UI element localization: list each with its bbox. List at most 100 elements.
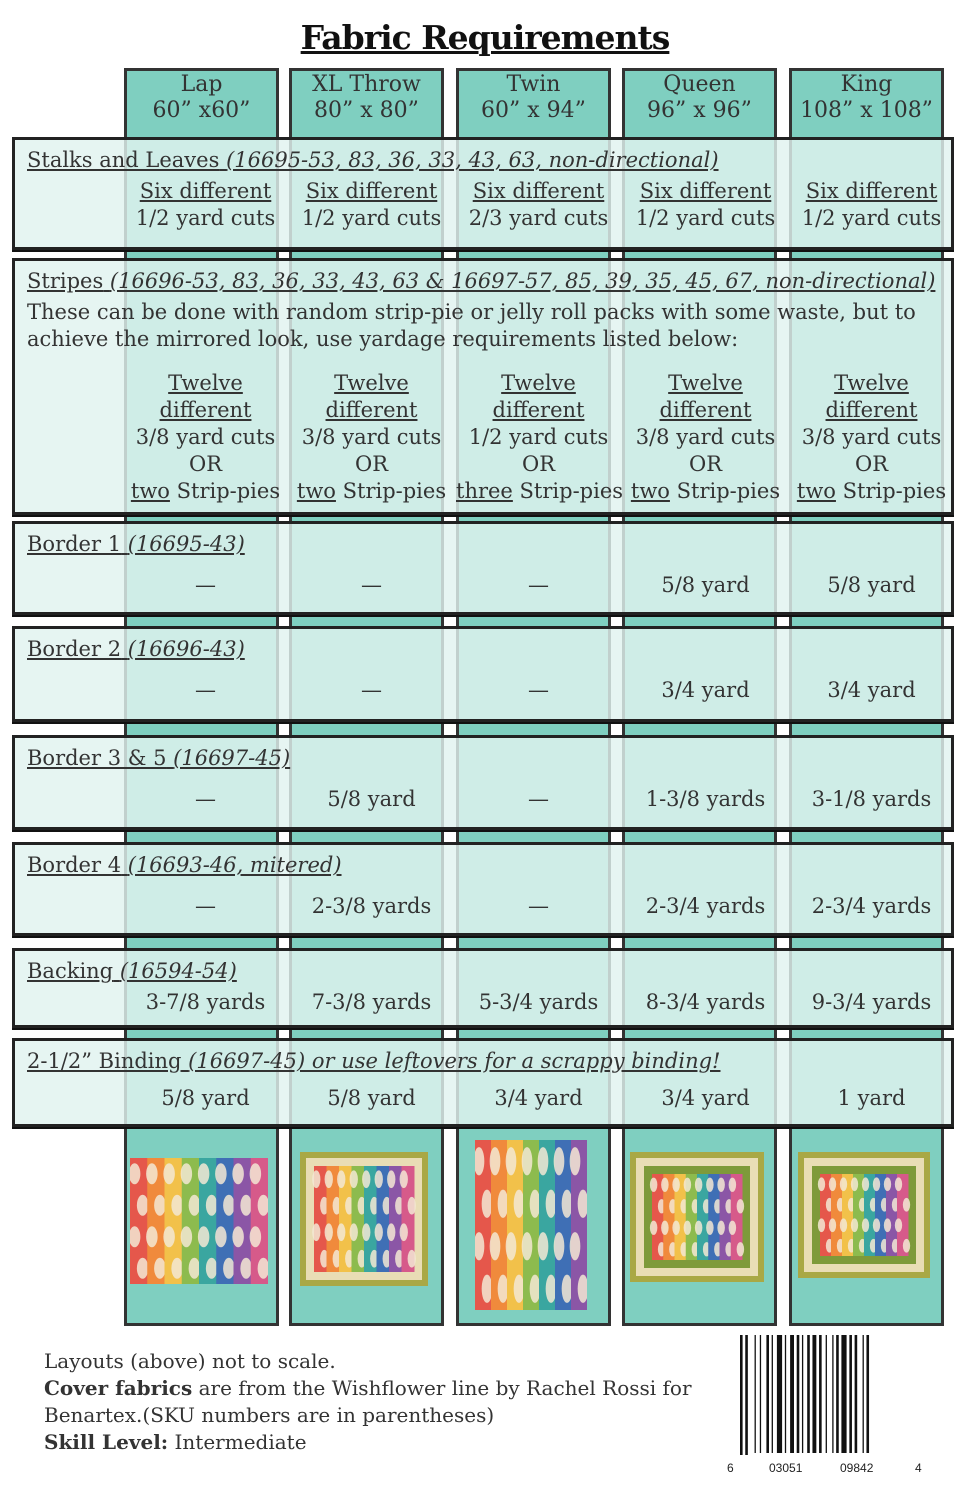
cell-value: 5/8 yard: [161, 1086, 250, 1110]
cell-value: —: [361, 678, 382, 702]
cell-value: —: [361, 573, 382, 597]
cell-value: 3/8 yard cuts: [801, 425, 942, 449]
cell-value: —: [195, 787, 216, 811]
cell-value: different: [492, 398, 585, 422]
row-label: Stalks and Leaves (16695-53, 83, 36, 33,…: [27, 148, 719, 172]
cover-note: Cover fabrics are from the Wishflower li…: [44, 1376, 692, 1400]
sku-note: Benartex.(SKU numbers are in parentheses…: [44, 1403, 495, 1427]
cell-value: Six different: [472, 179, 605, 203]
quilt-layout-image: [129, 1158, 268, 1284]
cell-value: —: [528, 894, 549, 918]
cell-value: 3/8 yard cuts: [635, 425, 776, 449]
page-title: Fabric Requirements: [300, 18, 671, 57]
cell-value: Twelve: [334, 371, 409, 395]
or-label: OR: [188, 452, 223, 476]
cell-value: 3/4 yard: [661, 1086, 750, 1110]
barcode-digits: 09842: [840, 1461, 874, 1475]
size-header: Lap 60” x60”: [152, 72, 251, 123]
barcode-digit: 6: [727, 1461, 734, 1475]
row-stripes: Stripes (16696-53, 83, 36, 33, 43, 63 & …: [12, 258, 954, 515]
row-label: Border 3 & 5 (16697-45): [27, 746, 291, 770]
cell-value: —: [195, 678, 216, 702]
strip-pies: two Strip-pies: [130, 479, 281, 503]
cell-value: —: [528, 787, 549, 811]
cell-value: 3/8 yard cuts: [301, 425, 442, 449]
cell-value: 3-1/8 yards: [811, 787, 932, 811]
row-border2: Border 2 (16696-43) — — — 3/4 yard 3/4 yard: [12, 626, 954, 722]
row-border4: Border 4 (16693-46, mitered) — 2-3/8 yards…: [12, 842, 954, 936]
strip-pies: three Strip-pies: [456, 479, 624, 503]
cell-value: 3/4 yard: [827, 678, 916, 702]
quilt-layout-image: [629, 1152, 764, 1282]
cell-value: 1 yard: [837, 1086, 906, 1110]
cell-value: 1/2 yard cuts: [801, 206, 942, 230]
barcode-digits: 03051: [769, 1461, 803, 1475]
quilt-layout-image: [299, 1152, 428, 1286]
scale-note: Layouts (above) not to scale.: [44, 1349, 336, 1373]
cell-value: 3/4 yard: [661, 678, 750, 702]
row-label: Stripes (16696-53, 83, 36, 33, 43, 63 & …: [27, 269, 936, 293]
cell-value: 1-3/8 yards: [645, 787, 766, 811]
strip-pies: two Strip-pies: [296, 479, 447, 503]
row-label: Border 2 (16696-43): [27, 637, 245, 661]
barcode-digit: 4: [915, 1461, 922, 1475]
cell-value: 7-3/8 yards: [311, 990, 432, 1014]
cell-value: different: [659, 398, 752, 422]
or-label: OR: [354, 452, 389, 476]
cell-value: 1/2 yard cuts: [135, 206, 276, 230]
cell-value: —: [195, 573, 216, 597]
cell-value: 1/2 yard cuts: [635, 206, 776, 230]
cell-value: —: [528, 678, 549, 702]
cell-value: 1/2 yard cuts: [301, 206, 442, 230]
row-label: 2-1/2” Binding (16697-45) or use leftove…: [27, 1049, 721, 1073]
quilt-layout-image: [474, 1140, 587, 1310]
cell-value: 2-3/4 yards: [811, 894, 932, 918]
cell-value: Twelve: [501, 371, 576, 395]
cell-value: —: [195, 894, 216, 918]
row-stalks: Stalks and Leaves (16695-53, 83, 36, 33,…: [12, 137, 954, 250]
size-header: Queen 96” x 96”: [647, 72, 752, 123]
cell-value: Six different: [639, 179, 772, 203]
row-label: Border 1 (16695-43): [27, 532, 245, 556]
cell-value: 5/8 yard: [827, 573, 916, 597]
cell-value: 3-7/8 yards: [145, 990, 266, 1014]
cell-value: Six different: [805, 179, 938, 203]
or-label: OR: [521, 452, 556, 476]
cell-value: 5-3/4 yards: [478, 990, 599, 1014]
cell-value: 5/8 yard: [661, 573, 750, 597]
cell-value: different: [325, 398, 418, 422]
row-border35: Border 3 & 5 (16697-45) — 5/8 yard — 1-3/8 y…: [12, 735, 954, 830]
strip-pies: two Strip-pies: [796, 479, 947, 503]
cell-value: different: [825, 398, 918, 422]
cell-value: 2-3/4 yards: [645, 894, 766, 918]
cell-value: 2/3 yard cuts: [468, 206, 609, 230]
cell-value: Twelve: [168, 371, 243, 395]
cell-value: 2-3/8 yards: [311, 894, 432, 918]
cell-value: Twelve: [668, 371, 743, 395]
cell-value: 1/2 yard cuts: [468, 425, 609, 449]
row-binding: 2-1/2” Binding (16697-45) or use leftove…: [12, 1038, 954, 1127]
cell-value: Twelve: [834, 371, 909, 395]
footer-notes: Layouts (above) not to scale. Cover fabr…: [44, 1348, 692, 1456]
cell-value: 5/8 yard: [327, 1086, 416, 1110]
cell-value: 5/8 yard: [327, 787, 416, 811]
barcode: [738, 1335, 918, 1465]
quilt-layout-image: [797, 1152, 930, 1278]
row-label: Backing (16594-54): [27, 959, 237, 983]
cell-value: Six different: [305, 179, 438, 203]
cell-value: 3/4 yard: [494, 1086, 583, 1110]
cell-value: 3/8 yard cuts: [135, 425, 276, 449]
cell-value: 9-3/4 yards: [811, 990, 932, 1014]
size-header: Twin 60” x 94”: [481, 72, 586, 123]
or-label: OR: [688, 452, 723, 476]
cell-value: —: [528, 573, 549, 597]
row-label: Border 4 (16693-46, mitered): [27, 853, 342, 877]
size-header: King 108” x 108”: [800, 72, 933, 123]
row-backing: Backing (16594-54) 3-7/8 yards 7-3/8 yards…: [12, 948, 954, 1028]
strip-pies: two Strip-pies: [630, 479, 781, 503]
cell-value: 8-3/4 yards: [645, 990, 766, 1014]
skill-level: Skill Level: Intermediate: [44, 1430, 307, 1454]
cell-value: Six different: [139, 179, 272, 203]
size-header: XL Throw 80” x 80”: [312, 72, 421, 123]
or-label: OR: [854, 452, 889, 476]
